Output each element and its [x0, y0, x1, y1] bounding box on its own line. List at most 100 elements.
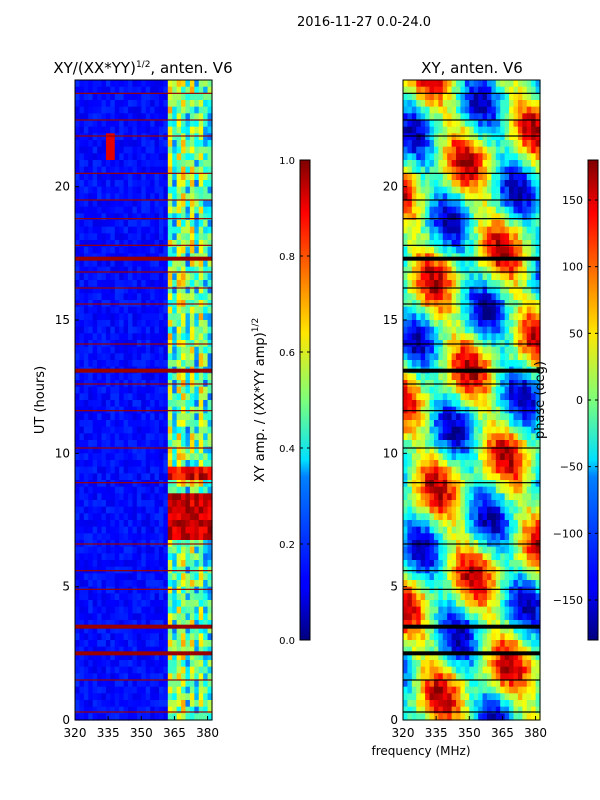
heatmap-cell [132, 520, 138, 528]
heatmap-cell [97, 640, 103, 648]
heatmap-cell [207, 240, 213, 248]
heatmap-cell [526, 486, 532, 494]
heatmap-cell [473, 166, 479, 174]
heatmap-cell [189, 160, 195, 168]
heatmap-cell [123, 233, 129, 241]
heatmap-cell [207, 660, 213, 668]
heatmap-cell [460, 373, 466, 381]
heatmap-cell [433, 266, 439, 274]
heatmap-cell [403, 173, 409, 181]
heatmap-cell [451, 220, 457, 228]
heatmap-cell [473, 120, 479, 128]
heatmap-cell [407, 186, 413, 194]
heatmap-cell [460, 440, 466, 448]
y-tick-label: 10 [55, 446, 70, 460]
artifact-line [75, 119, 212, 121]
heatmap-cell [482, 200, 488, 208]
heatmap-cell [128, 273, 134, 281]
heatmap-cell [119, 673, 125, 681]
heatmap-cell [535, 280, 541, 288]
heatmap-cell [132, 420, 138, 428]
heatmap-cell [154, 706, 160, 714]
heatmap-cell [438, 193, 444, 201]
heatmap-cell [531, 166, 537, 174]
heatmap-cell [110, 146, 116, 154]
heatmap-cell [154, 120, 160, 128]
heatmap-cell [136, 633, 142, 641]
heatmap-cell [203, 373, 209, 381]
heatmap-cell [158, 220, 164, 228]
heatmap-cell [207, 426, 213, 434]
heatmap-cell [438, 480, 444, 488]
heatmap-cell [433, 326, 439, 334]
heatmap-cell [105, 146, 111, 154]
heatmap-cell [189, 133, 195, 141]
heatmap-cell [504, 80, 510, 88]
heatmap-cell [181, 493, 187, 501]
heatmap-cell [207, 233, 213, 241]
heatmap-cell [433, 160, 439, 168]
heatmap-cell [150, 346, 156, 354]
heatmap-cell [150, 460, 156, 468]
heatmap-cell [150, 660, 156, 668]
heatmap-cell [513, 453, 519, 461]
heatmap-cell [172, 480, 178, 488]
heatmap-cell [407, 93, 413, 101]
heatmap-cell [203, 93, 209, 101]
heatmap-cell [416, 326, 422, 334]
heatmap-cell [136, 400, 142, 408]
heatmap-cell [442, 153, 448, 161]
heatmap-cell [469, 446, 475, 454]
heatmap-cell [110, 106, 116, 114]
heatmap-cell [105, 140, 111, 148]
heatmap-cell [469, 186, 475, 194]
heatmap-cell [141, 426, 147, 434]
heatmap-cell [486, 466, 492, 474]
heatmap-cell [88, 133, 94, 141]
heatmap-cell [420, 326, 426, 334]
heatmap-cell [141, 706, 147, 714]
heatmap-cell [83, 160, 89, 168]
heatmap-cell [429, 486, 435, 494]
heatmap-cell [172, 153, 178, 161]
heatmap-cell [128, 520, 134, 528]
phase-title: XY, anten. V6 [421, 59, 523, 77]
artifact-line [75, 92, 212, 94]
heatmap-cell [407, 133, 413, 141]
heatmap-cell [194, 166, 200, 174]
heatmap-cell [451, 193, 457, 201]
heatmap-cell [416, 373, 422, 381]
heatmap-cell [88, 500, 94, 508]
heatmap-cell [136, 293, 142, 301]
heatmap-cell [425, 400, 431, 408]
heatmap-cell [473, 353, 479, 361]
heatmap-cell [114, 426, 120, 434]
heatmap-cell [83, 320, 89, 328]
heatmap-cell [105, 86, 111, 94]
heatmap-cell [154, 613, 160, 621]
heatmap-cell [495, 186, 501, 194]
heatmap-cell [150, 506, 156, 514]
heatmap-cell [119, 553, 125, 561]
heatmap-cell [114, 633, 120, 641]
heatmap-cell [114, 173, 120, 181]
heatmap-cell [154, 633, 160, 641]
heatmap-cell [154, 133, 160, 141]
heatmap-cell [75, 680, 81, 688]
heatmap-cell [176, 633, 182, 641]
heatmap-cell [97, 126, 103, 134]
heatmap-cell [491, 460, 497, 468]
heatmap-cell [517, 426, 523, 434]
heatmap-cell [491, 453, 497, 461]
heatmap-cell [513, 333, 519, 341]
heatmap-cell [486, 180, 492, 188]
heatmap-cell [92, 93, 98, 101]
heatmap-cell [92, 600, 98, 608]
heatmap-cell [416, 220, 422, 228]
heatmap-cell [97, 646, 103, 654]
heatmap-cell [438, 226, 444, 234]
heatmap-cell [433, 246, 439, 254]
heatmap-cell [141, 140, 147, 148]
heatmap-cell [504, 446, 510, 454]
heatmap-cell [416, 393, 422, 401]
